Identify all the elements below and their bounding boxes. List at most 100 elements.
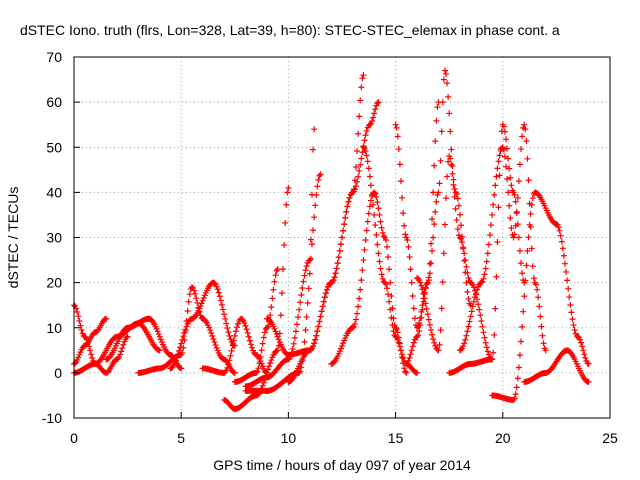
data-point	[302, 267, 309, 274]
data-point	[343, 208, 350, 215]
data-point	[359, 149, 366, 156]
data-point	[216, 293, 223, 300]
data-point	[511, 395, 518, 402]
data-point	[77, 322, 84, 329]
data-point	[465, 295, 472, 302]
data-point	[362, 132, 369, 139]
data-point	[436, 180, 443, 187]
data-point	[293, 321, 300, 328]
data-point	[369, 118, 376, 125]
data-point	[339, 234, 345, 241]
data-point	[395, 146, 402, 153]
data-point	[387, 279, 394, 286]
data-point	[307, 255, 314, 262]
data-point	[539, 332, 546, 339]
data-point	[303, 313, 310, 320]
data-point	[176, 347, 183, 354]
data-point	[289, 346, 296, 353]
x-tick-label: 20	[495, 430, 511, 446]
data-point	[471, 294, 478, 301]
data-point	[389, 322, 396, 329]
data-point	[482, 265, 489, 272]
data-point	[563, 268, 570, 275]
data-point	[525, 234, 532, 241]
data-point	[380, 233, 387, 240]
data-point	[405, 243, 412, 250]
data-point	[78, 326, 85, 333]
data-point	[427, 240, 434, 247]
data-point	[358, 155, 365, 162]
data-point	[497, 148, 504, 155]
data-point	[211, 339, 218, 346]
series-pass-14	[328, 189, 410, 376]
data-point	[519, 323, 526, 330]
data-point	[403, 369, 410, 376]
data-point	[365, 210, 372, 217]
data-point	[177, 344, 184, 351]
data-point	[524, 155, 531, 162]
data-point	[215, 289, 222, 296]
data-point	[421, 295, 428, 302]
data-point	[207, 327, 214, 334]
data-point	[75, 313, 82, 320]
data-point	[185, 298, 192, 305]
data-point	[350, 323, 357, 330]
data-point	[337, 345, 344, 352]
x-tick-label: 0	[70, 430, 78, 446]
data-point	[455, 202, 462, 209]
data-point	[435, 189, 442, 196]
data-point	[400, 210, 407, 217]
data-point	[492, 305, 499, 312]
data-point	[493, 173, 500, 180]
data-point	[320, 298, 327, 305]
data-point	[260, 334, 267, 341]
data-point	[579, 343, 586, 350]
data-point	[206, 324, 213, 331]
data-point	[277, 312, 284, 319]
data-point	[466, 318, 473, 325]
series-pass-6	[167, 279, 238, 372]
data-point	[417, 279, 424, 286]
data-point	[484, 250, 491, 257]
data-point	[520, 308, 527, 315]
data-point	[402, 231, 409, 238]
data-point	[419, 306, 426, 313]
data-point	[157, 336, 164, 343]
data-point	[460, 244, 467, 251]
data-point	[123, 334, 130, 341]
data-point	[281, 242, 288, 249]
data-point	[265, 323, 272, 330]
data-point	[316, 318, 323, 325]
data-point	[377, 265, 384, 272]
data-point	[377, 218, 384, 225]
data-point	[197, 303, 204, 310]
series-pass-15	[360, 144, 421, 376]
data-point	[454, 195, 461, 202]
data-point	[418, 314, 425, 321]
data-point	[335, 254, 342, 261]
data-point	[211, 280, 218, 287]
data-point	[400, 355, 407, 362]
data-point	[417, 322, 424, 329]
data-point	[508, 225, 515, 232]
data-point	[496, 152, 503, 159]
data-point	[182, 326, 189, 333]
data-point	[512, 222, 519, 229]
data-point	[217, 297, 224, 304]
data-point	[356, 167, 363, 174]
data-point	[571, 326, 578, 333]
data-point	[376, 211, 383, 218]
data-point	[411, 315, 418, 322]
x-tick-label: 10	[281, 430, 297, 446]
data-point	[570, 322, 577, 329]
data-point	[356, 295, 363, 302]
data-point	[415, 332, 422, 339]
data-point	[506, 165, 513, 172]
data-point	[223, 367, 230, 374]
series-pass-21	[489, 189, 592, 403]
data-point	[438, 128, 445, 135]
data-point	[397, 178, 404, 185]
data-point	[355, 173, 362, 180]
data-point	[507, 215, 514, 222]
